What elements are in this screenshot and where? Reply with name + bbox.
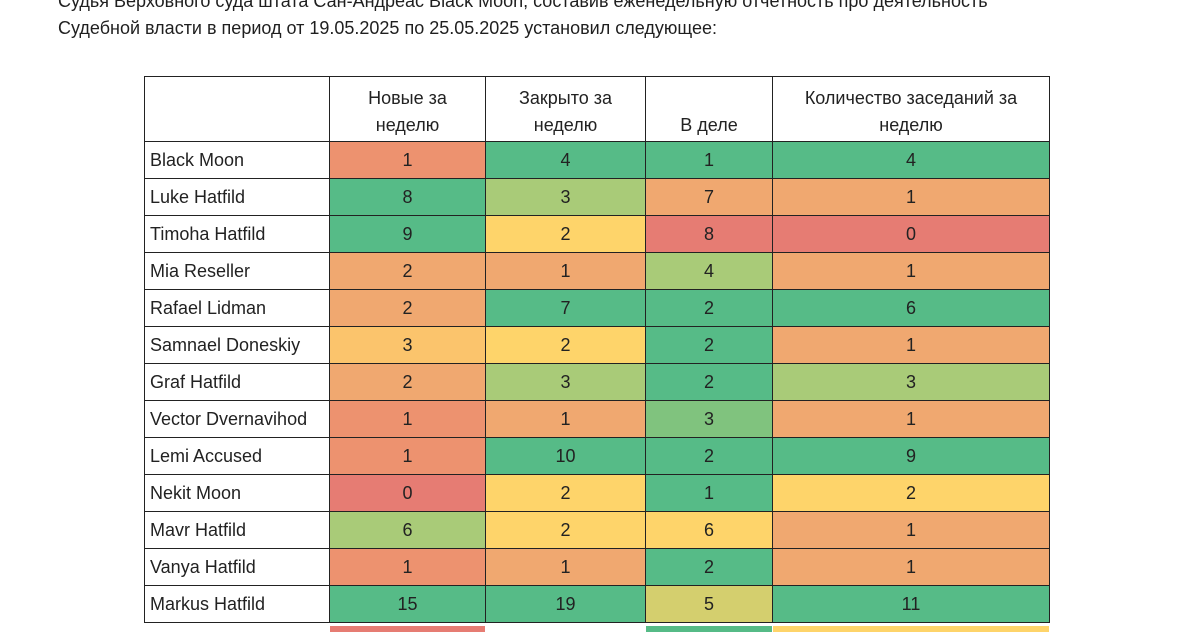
cell-in-progress: 2 bbox=[645, 363, 773, 401]
cell-in-progress: 2 bbox=[645, 326, 773, 364]
cell-sessions-per-week: 1 bbox=[772, 326, 1050, 364]
cell-closed-per-week: 2 bbox=[485, 326, 646, 364]
judge-name-cell: Black Moon bbox=[144, 141, 330, 179]
cell-new-per-week: 1 bbox=[329, 548, 486, 586]
cell-new-per-week: 2 bbox=[329, 289, 486, 327]
judge-name-cell: Timoha Hatfild bbox=[144, 215, 330, 253]
table-row: Vanya Hatfild 1 1 2 1 bbox=[144, 548, 1050, 586]
table-row: Vector Dvernavihod 1 1 3 1 bbox=[144, 400, 1050, 438]
judge-name-cell: Samnael Doneskiy bbox=[144, 326, 330, 364]
table-row: Black Moon 1 4 1 4 bbox=[144, 141, 1050, 179]
cell-sessions-per-week: 6 bbox=[772, 289, 1050, 327]
header-text-line: неделю bbox=[375, 115, 440, 135]
header-text-line: Новые за bbox=[368, 88, 447, 108]
table-row: Rafael Lidman 2 7 2 6 bbox=[144, 289, 1050, 327]
cell-in-progress: 2 bbox=[645, 548, 773, 586]
table-row: Samnael Doneskiy 3 2 2 1 bbox=[144, 326, 1050, 364]
next-row-cell-strip bbox=[773, 626, 1049, 632]
cell-sessions-per-week: 1 bbox=[772, 400, 1050, 438]
cell-in-progress: 1 bbox=[645, 141, 773, 179]
cell-sessions-per-week: 2 bbox=[772, 474, 1050, 512]
cell-new-per-week: 0 bbox=[329, 474, 486, 512]
header-text-line: В деле bbox=[680, 115, 738, 135]
cell-sessions-per-week: 3 bbox=[772, 363, 1050, 401]
judge-name-cell: Rafael Lidman bbox=[144, 289, 330, 327]
cell-sessions-per-week: 1 bbox=[772, 548, 1050, 586]
header-row: Новые за неделю Закрыто за неделю В деле К… bbox=[144, 76, 1050, 142]
cell-in-progress: 5 bbox=[645, 585, 773, 623]
cell-closed-per-week: 3 bbox=[485, 178, 646, 216]
table-row: Luke Hatfild 8 3 7 1 bbox=[144, 178, 1050, 216]
cell-new-per-week: 15 bbox=[329, 585, 486, 623]
header-sessions-per-week: Количество заседаний за неделю bbox=[772, 76, 1050, 142]
next-row-cell-strip bbox=[646, 626, 772, 632]
cell-sessions-per-week: 4 bbox=[772, 141, 1050, 179]
table-row: Timoha Hatfild 9 2 8 0 bbox=[144, 215, 1050, 253]
cell-closed-per-week: 7 bbox=[485, 289, 646, 327]
cell-closed-per-week: 1 bbox=[485, 548, 646, 586]
cell-closed-per-week: 2 bbox=[485, 215, 646, 253]
table-row: Markus Hatfild 15 19 5 11 bbox=[144, 585, 1050, 623]
cell-in-progress: 7 bbox=[645, 178, 773, 216]
cell-new-per-week: 2 bbox=[329, 252, 486, 290]
intro-text: Судья Верховного суда штата Сан-Андреас … bbox=[58, 0, 1158, 42]
cell-sessions-per-week: 9 bbox=[772, 437, 1050, 475]
header-text-line: Закрыто за bbox=[518, 88, 613, 108]
cell-new-per-week: 8 bbox=[329, 178, 486, 216]
cell-closed-per-week: 2 bbox=[485, 511, 646, 549]
header-text-line: Количество заседаний за bbox=[804, 88, 1018, 108]
cell-closed-per-week: 4 bbox=[485, 141, 646, 179]
cell-new-per-week: 1 bbox=[329, 437, 486, 475]
header-in-progress: В деле bbox=[645, 76, 773, 142]
next-row-cell-strip bbox=[330, 626, 485, 632]
cell-new-per-week: 1 bbox=[329, 141, 486, 179]
judge-name-cell: Mia Reseller bbox=[144, 252, 330, 290]
cell-sessions-per-week: 1 bbox=[772, 252, 1050, 290]
cell-in-progress: 2 bbox=[645, 289, 773, 327]
cell-new-per-week: 1 bbox=[329, 400, 486, 438]
header-new-per-week: Новые за неделю bbox=[329, 76, 486, 142]
cell-in-progress: 4 bbox=[645, 252, 773, 290]
intro-line-2: Судебной власти в период от 19.05.2025 п… bbox=[58, 18, 717, 38]
header-text-line: неделю bbox=[879, 115, 943, 135]
table-row: Graf Hatfild 2 3 2 3 bbox=[144, 363, 1050, 401]
cell-in-progress: 3 bbox=[645, 400, 773, 438]
judge-name-cell: Lemi Accused bbox=[144, 437, 330, 475]
table-row: Nekit Moon 0 2 1 2 bbox=[144, 474, 1050, 512]
table-body: Black Moon 1 4 1 4 Luke Hatfild 8 3 7 1 Timoha Hat… bbox=[144, 141, 1050, 623]
judge-name-cell: Graf Hatfild bbox=[144, 363, 330, 401]
cell-new-per-week: 3 bbox=[329, 326, 486, 364]
judge-name-cell: Mavr Hatfild bbox=[144, 511, 330, 549]
cell-sessions-per-week: 1 bbox=[772, 511, 1050, 549]
cell-closed-per-week: 1 bbox=[485, 252, 646, 290]
cell-sessions-per-week: 1 bbox=[772, 178, 1050, 216]
judge-name-cell: Luke Hatfild bbox=[144, 178, 330, 216]
weekly-report-table: Новые за неделю Закрыто за неделю В деле К… bbox=[144, 76, 1050, 623]
cell-sessions-per-week: 0 bbox=[772, 215, 1050, 253]
cell-sessions-per-week: 11 bbox=[772, 585, 1050, 623]
judge-name-cell: Vanya Hatfild bbox=[144, 548, 330, 586]
intro-line-1: Судья Верховного суда штата Сан-Андреас … bbox=[58, 0, 988, 11]
table-row: Mavr Hatfild 6 2 6 1 bbox=[144, 511, 1050, 549]
cell-in-progress: 2 bbox=[645, 437, 773, 475]
table-row: Lemi Accused 1 10 2 9 bbox=[144, 437, 1050, 475]
cell-in-progress: 6 bbox=[645, 511, 773, 549]
cell-closed-per-week: 10 bbox=[485, 437, 646, 475]
cell-in-progress: 1 bbox=[645, 474, 773, 512]
cell-closed-per-week: 1 bbox=[485, 400, 646, 438]
cell-new-per-week: 2 bbox=[329, 363, 486, 401]
cell-in-progress: 8 bbox=[645, 215, 773, 253]
header-judge bbox=[144, 76, 330, 142]
judge-name-cell: Nekit Moon bbox=[144, 474, 330, 512]
cell-new-per-week: 9 bbox=[329, 215, 486, 253]
header-closed-per-week: Закрыто за неделю bbox=[485, 76, 646, 142]
table-row: Mia Reseller 2 1 4 1 bbox=[144, 252, 1050, 290]
cell-closed-per-week: 3 bbox=[485, 363, 646, 401]
judge-name-cell: Markus Hatfild bbox=[144, 585, 330, 623]
header-text-line: неделю bbox=[533, 115, 598, 135]
cell-closed-per-week: 2 bbox=[485, 474, 646, 512]
cell-closed-per-week: 19 bbox=[485, 585, 646, 623]
cell-new-per-week: 6 bbox=[329, 511, 486, 549]
judge-name-cell: Vector Dvernavihod bbox=[144, 400, 330, 438]
